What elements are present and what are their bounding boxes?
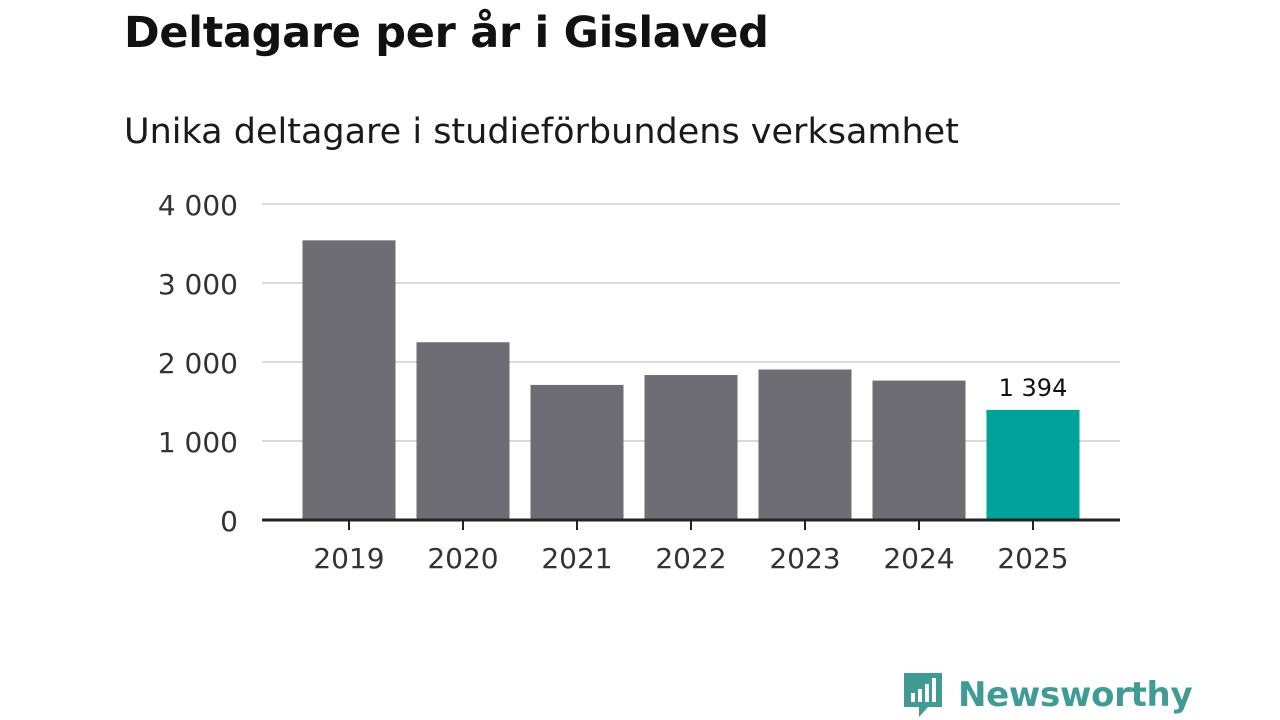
logo-bar-1 — [911, 693, 915, 702]
logo-bar-4 — [932, 678, 936, 702]
logo-bubble — [904, 673, 942, 717]
bar — [986, 409, 1080, 520]
x-tick-label: 2023 — [769, 542, 840, 575]
y-tick-label: 3 000 — [158, 268, 238, 301]
y-tick-label: 0 — [220, 505, 238, 538]
newsworthy-logo: Newsworthy — [902, 670, 1193, 720]
y-tick-label: 1 000 — [158, 426, 238, 459]
x-tick-label: 2022 — [655, 542, 726, 575]
brand-name: Newsworthy — [958, 675, 1193, 715]
bar — [758, 369, 852, 520]
logo-bar-2 — [918, 689, 922, 702]
bar — [644, 375, 738, 520]
logo-bar-3 — [925, 684, 929, 702]
bar — [872, 380, 966, 520]
bar — [530, 384, 624, 520]
x-tick-label: 2024 — [883, 542, 954, 575]
bar — [302, 240, 396, 520]
chart-subtitle: Unika deltagare i studieförbundens verks… — [124, 112, 959, 152]
y-tick-label: 4 000 — [158, 189, 238, 222]
y-tick-label: 2 000 — [158, 347, 238, 380]
bar-chart-speech-bubble-icon — [904, 673, 942, 717]
x-tick-label: 2019 — [313, 542, 384, 575]
x-tick-label: 2025 — [997, 542, 1068, 575]
bar — [416, 342, 510, 520]
chart-title: Deltagare per år i Gislaved — [124, 8, 769, 58]
x-tick-label: 2020 — [427, 542, 498, 575]
x-tick-label: 2021 — [541, 542, 612, 575]
data-label: 1 394 — [999, 374, 1068, 402]
